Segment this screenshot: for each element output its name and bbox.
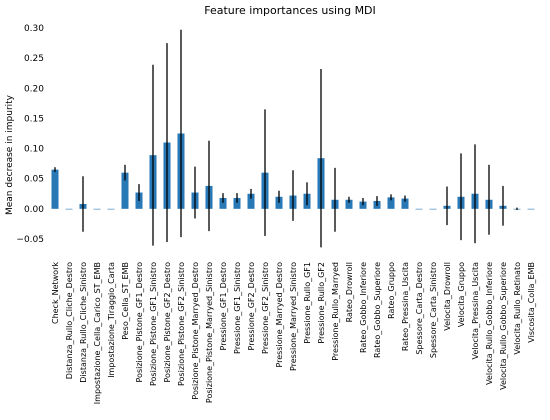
y-tick-label: 0.00 [24, 205, 44, 215]
x-tick-label: Rateo_Drowroll [345, 262, 354, 322]
bar [65, 208, 73, 210]
x-tick-label: Posizione_Pistone_GF2_Sinistro [177, 262, 186, 386]
x-tick-label: Velocita_Pressina_Uscita [471, 262, 480, 360]
x-tick-label: Velocita_Gruppo [457, 262, 466, 327]
x-tick-label: Posizione_Pistone_Marryed_Destro [191, 262, 200, 400]
x-tick-label: Rateo_Gobbo_Inferiore [359, 262, 368, 353]
x-tick-label: Distanza_Rullo_Cliche_Sinistro [79, 262, 88, 383]
x-tick-label: Pressione_GF1_Destro [219, 262, 228, 351]
x-tick-label: Viscosita_Colla_EMB [527, 262, 536, 343]
y-axis-label: Mean decrease in impurity [5, 94, 15, 215]
x-tick-label: Spessore_Carta_Destro [415, 262, 424, 355]
x-tick-label: Pressione_GF2_Destro [247, 262, 256, 351]
x-tick-label: Pressione_GF1_Sinistro [233, 262, 242, 354]
y-tick-label: −0.05 [16, 235, 44, 245]
bar [247, 193, 255, 209]
bar [415, 208, 423, 210]
x-tick-label: Pressione_Rullo_Marryed [331, 262, 340, 361]
x-tick-label: Rateo_Pressina_Uscita [401, 262, 410, 351]
x-tick-label: Velocita_Rullo_Gobbo_Superiore [499, 262, 508, 390]
x-tick-label: Impostazione_Cella_Carico_ST_EMB [93, 262, 102, 404]
bar [345, 199, 353, 209]
chart-title: Feature importances using MDI [204, 4, 376, 17]
x-tick-label: Posizione_Pistone_GF2_Destro [163, 262, 172, 383]
bar [93, 208, 101, 210]
y-tick-label: 0.15 [24, 114, 44, 124]
x-tick-label: Posizione_Pistone_Marryed_Sinistro [205, 262, 214, 403]
bar [387, 197, 395, 209]
bar [275, 196, 283, 209]
y-tick-label: 0.30 [24, 24, 44, 34]
x-tick-label: Posizione_Pistone_GF1_Sinistro [149, 262, 158, 386]
y-tick-label: 0.20 [24, 84, 44, 94]
x-tick-label: Rateo_Gobbo_Superiore [373, 262, 382, 358]
x-tick-label: Velocita_Rullo_Retinato [513, 262, 522, 355]
x-axis-labels: Check_Network Distanza_Rullo_Cliche_Destr… [51, 262, 536, 405]
x-tick-label: Impostazione_Tiraggio_Carta [107, 262, 116, 378]
x-tick-label: Velocita_Drowroll [443, 262, 452, 331]
bar [121, 172, 129, 209]
bar [429, 208, 437, 210]
y-tick-label: 0.25 [24, 54, 44, 64]
x-tick-label: Posizione_Pistone_GF1_Destro [135, 262, 144, 383]
x-tick-label: Peso_Cella_ST_EMB [121, 262, 130, 340]
x-tick-label: Velocita_Rullo_Gobbo_Inferiore [485, 262, 494, 385]
x-tick-label: Pressione_Rullo_GF2 [317, 262, 326, 344]
bar [401, 198, 409, 209]
bar [51, 169, 59, 209]
x-tick-label: Distanza_Rullo_Cliche_Destro [65, 262, 74, 379]
bar [219, 197, 227, 209]
error-bars-group [54, 29, 518, 248]
x-tick-label: Spessore_Carta_Sinistro [429, 262, 438, 358]
bar [107, 208, 115, 210]
y-tick-label: 0.05 [24, 175, 44, 185]
x-tick-label: Rateo_Gruppo [387, 262, 396, 319]
bar [527, 208, 535, 210]
x-tick-label: Pressione_Marryed_Destro [275, 262, 284, 368]
bar [233, 197, 241, 209]
x-tick-label: Check_Network [51, 262, 60, 324]
y-tick-label: 0.10 [24, 145, 44, 155]
y-axis-ticks: −0.05 0.00 0.05 0.10 0.15 0.20 0.25 0.30 [16, 24, 44, 245]
x-tick-label: Pressione_Marryed_Sinistro [289, 262, 298, 371]
x-tick-label: Pressione_GF2_Sinistro [261, 262, 270, 354]
x-tick-label: Pressione_Rullo_GF1 [303, 262, 312, 344]
